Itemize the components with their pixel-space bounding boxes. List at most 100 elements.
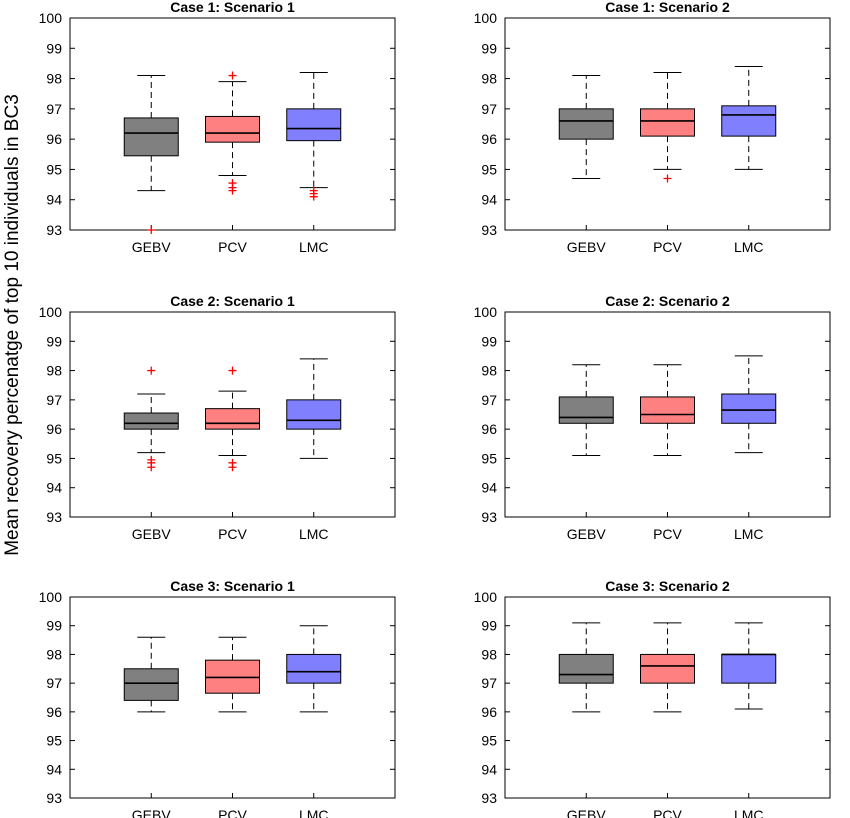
x-tick-label: LMC xyxy=(299,526,329,542)
box-gebv: GEBV xyxy=(558,622,614,818)
y-tick-label: 96 xyxy=(481,704,497,720)
chart-panel-1: 93 94 95 96 97 98 99 100 Case 1: Scenario 1 GEBV P… xyxy=(39,0,396,255)
box-gebv: GEBV xyxy=(123,366,179,542)
y-tick-label: 99 xyxy=(46,618,62,634)
y-tick-label: 94 xyxy=(46,761,62,777)
y-tick-label: 96 xyxy=(481,131,497,147)
y-tick-label: 97 xyxy=(481,101,497,117)
iqr-box xyxy=(558,396,614,424)
y-tick-label: 94 xyxy=(481,761,497,777)
x-tick-label: PCV xyxy=(218,807,247,818)
y-tick-label: 98 xyxy=(46,363,62,379)
y-tick-label: 94 xyxy=(481,192,497,208)
y-tick-label: 98 xyxy=(481,646,497,662)
y-tick-label: 94 xyxy=(46,480,62,496)
x-tick-label: LMC xyxy=(734,239,764,255)
box-gebv: GEBV xyxy=(123,636,179,818)
y-tick-label: 100 xyxy=(474,304,498,320)
y-tick-label: 100 xyxy=(474,589,498,605)
chart-title: Case 2: Scenario 1 xyxy=(170,293,295,309)
box-gebv: GEBV xyxy=(123,75,179,255)
x-tick-label: PCV xyxy=(218,526,247,542)
iqr-box xyxy=(123,117,179,157)
y-tick-label: 93 xyxy=(481,509,497,525)
y-tick-label: 93 xyxy=(46,222,62,238)
y-tick-label: 100 xyxy=(39,10,63,26)
outlier-point xyxy=(663,174,672,183)
y-tick-label: 94 xyxy=(46,192,62,208)
y-tick-label: 98 xyxy=(481,363,497,379)
x-tick-label: PCV xyxy=(218,239,247,255)
y-tick-label: 95 xyxy=(46,733,62,749)
iqr-box xyxy=(640,108,695,137)
y-tick-label: 95 xyxy=(481,733,497,749)
y-tick-label: 93 xyxy=(46,509,62,525)
iqr-box xyxy=(721,653,777,684)
chart-panel-6: 93 94 95 96 97 98 99 100 Case 3: Scenario 2 GEBV P… xyxy=(474,578,831,818)
iqr-box xyxy=(640,653,695,684)
outlier-point xyxy=(228,366,237,375)
chart-title: Case 3: Scenario 2 xyxy=(605,578,730,594)
chart-panel-5: 93 94 95 96 97 98 99 100 Case 3: Scenario 1 GEBV P… xyxy=(39,578,396,818)
x-tick-label: PCV xyxy=(653,807,682,818)
y-tick-label: 96 xyxy=(481,421,497,437)
box-pcv: PCV xyxy=(640,622,695,818)
outlier-point xyxy=(309,192,318,201)
x-tick-label: LMC xyxy=(734,807,764,818)
y-tick-label: 97 xyxy=(46,101,62,117)
x-tick-label: GEBV xyxy=(132,807,172,818)
y-tick-label: 97 xyxy=(46,675,62,691)
box-pcv: PCV xyxy=(205,636,260,818)
outlier-point xyxy=(228,463,237,472)
iqr-box xyxy=(721,393,777,424)
iqr-box xyxy=(286,399,342,430)
box-lmc: LMC xyxy=(721,622,777,818)
chart-panel-3: 93 94 95 96 97 98 99 100 Case 2: Scenario 1 GEBV P… xyxy=(39,293,396,542)
y-tick-label: 97 xyxy=(481,392,497,408)
outlier-point xyxy=(228,186,237,195)
y-tick-label: 95 xyxy=(46,161,62,177)
y-tick-label: 93 xyxy=(481,790,497,806)
y-tick-label: 97 xyxy=(481,675,497,691)
box-lmc: LMC xyxy=(286,358,342,542)
outlier-point xyxy=(147,226,156,234)
box-gebv: GEBV xyxy=(558,364,614,542)
x-tick-label: PCV xyxy=(653,526,682,542)
y-tick-label: 100 xyxy=(39,304,63,320)
iqr-box xyxy=(205,408,260,430)
outlier-point xyxy=(228,71,237,80)
iqr-box xyxy=(558,653,614,684)
iqr-box xyxy=(640,396,695,424)
iqr-box xyxy=(286,108,342,142)
chart-title: Case 2: Scenario 2 xyxy=(605,293,730,309)
y-tick-label: 94 xyxy=(481,480,497,496)
y-tick-label: 95 xyxy=(481,450,497,466)
x-tick-label: GEBV xyxy=(567,526,607,542)
y-tick-label: 95 xyxy=(481,161,497,177)
y-tick-label: 99 xyxy=(481,333,497,349)
y-tick-label: 95 xyxy=(46,450,62,466)
y-tick-label: 99 xyxy=(481,40,497,56)
box-lmc: LMC xyxy=(286,625,342,818)
x-tick-label: PCV xyxy=(653,239,682,255)
figure-ylabel: Mean recovery percenatge of top 10 indiv… xyxy=(2,94,23,556)
y-tick-label: 96 xyxy=(46,704,62,720)
chart-panel-4: 93 94 95 96 97 98 99 100 Case 2: Scenario 2 GEBV P… xyxy=(474,293,831,542)
x-tick-label: GEBV xyxy=(132,239,172,255)
y-tick-label: 99 xyxy=(46,40,62,56)
y-tick-label: 99 xyxy=(46,333,62,349)
y-tick-label: 98 xyxy=(46,71,62,87)
x-tick-label: GEBV xyxy=(567,807,607,818)
chart-title: Case 1: Scenario 1 xyxy=(170,0,295,15)
y-tick-label: 93 xyxy=(46,790,62,806)
box-pcv: PCV xyxy=(640,364,695,542)
chart-panel-2: 93 94 95 96 97 98 99 100 Case 1: Scenario 2 GEBV P… xyxy=(474,0,831,255)
box-pcv: PCV xyxy=(205,366,260,542)
iqr-box xyxy=(721,105,777,137)
x-tick-label: LMC xyxy=(734,526,764,542)
chart-title: Case 3: Scenario 1 xyxy=(170,578,295,594)
chart-title: Case 1: Scenario 2 xyxy=(605,0,730,15)
box-gebv: GEBV xyxy=(558,75,614,255)
y-tick-label: 96 xyxy=(46,131,62,147)
